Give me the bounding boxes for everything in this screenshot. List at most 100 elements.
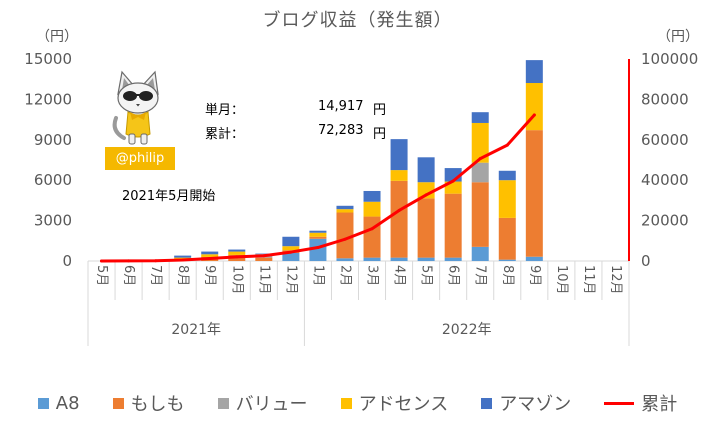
bar-segment bbox=[174, 257, 192, 259]
x-tick-label: 11月 bbox=[256, 265, 271, 295]
bar-segment bbox=[390, 257, 408, 261]
bar-segment bbox=[525, 130, 543, 257]
cumulative-point bbox=[127, 259, 131, 263]
legend-label: もしも bbox=[130, 394, 185, 415]
cat-body bbox=[125, 111, 151, 138]
bar-segment bbox=[498, 180, 516, 218]
x-tick-label: 7月 bbox=[473, 265, 488, 286]
author-badge: @philip bbox=[105, 147, 175, 170]
legend-label: アドセンス bbox=[358, 394, 449, 415]
x-group-label: 2021年 bbox=[171, 322, 221, 338]
x-tick-label: 12月 bbox=[283, 265, 298, 295]
y-axis-unit-label: （円） bbox=[36, 29, 78, 45]
cat-legs bbox=[128, 133, 148, 145]
bar-segment bbox=[525, 256, 543, 261]
bar-segment bbox=[498, 259, 516, 261]
total-unit: 円 bbox=[373, 127, 387, 142]
bar-segment bbox=[363, 216, 381, 258]
x-group-label: 2022年 bbox=[442, 322, 492, 338]
legend-item-value: バリュー bbox=[217, 390, 308, 416]
x-tick-label: 1月 bbox=[310, 265, 325, 286]
bar-segment bbox=[282, 246, 300, 251]
bar-segment bbox=[309, 236, 327, 239]
bar-segment bbox=[309, 232, 327, 237]
y-tick-label: 12000 bbox=[24, 90, 72, 108]
y2-tick-label: 100000 bbox=[641, 50, 698, 68]
chart-title: ブログ収益（発生額） bbox=[262, 10, 453, 31]
bar-segment bbox=[471, 182, 489, 247]
bar-segment bbox=[471, 112, 489, 123]
total-label: 累計： bbox=[205, 127, 245, 142]
start-note: 2021年5月開始 bbox=[122, 189, 216, 204]
y2-tick-label: 0 bbox=[641, 252, 651, 270]
legend-label: バリュー bbox=[235, 394, 308, 415]
cumulative-point bbox=[532, 113, 536, 117]
bar-segment bbox=[390, 139, 408, 171]
legend-item-adsense: アドセンス bbox=[340, 390, 449, 416]
x-tick-label: 4月 bbox=[392, 265, 407, 286]
y-axis-right: 0 20000 40000 60000 80000 100000 bbox=[628, 50, 698, 270]
y2-tick-label: 20000 bbox=[641, 212, 689, 230]
cat-sunglasses bbox=[123, 91, 153, 101]
bar-segment bbox=[336, 212, 354, 259]
y2-tick-label: 40000 bbox=[641, 171, 689, 189]
legend-swatch bbox=[481, 397, 493, 409]
bar-segment bbox=[363, 190, 381, 202]
cumulative-point bbox=[397, 208, 401, 212]
y-tick-label: 15000 bbox=[24, 50, 72, 68]
legend-label: A8 bbox=[55, 392, 80, 414]
legend: A8 もしも バリュー アドセンス アマゾン 累計 bbox=[0, 390, 715, 416]
cat-head bbox=[117, 82, 159, 114]
bar-segment bbox=[336, 205, 354, 210]
cat-torso bbox=[125, 111, 151, 138]
legend-item-moshimo: もしも bbox=[112, 390, 185, 416]
x-tick-label: 5月 bbox=[94, 265, 109, 286]
cat-lens-right bbox=[139, 91, 153, 101]
bar-segment bbox=[363, 257, 381, 261]
bar-segment bbox=[444, 193, 462, 258]
cumulative-point bbox=[424, 193, 428, 197]
legend-label: アマゾン bbox=[499, 394, 572, 415]
legend-swatch bbox=[340, 397, 352, 409]
bar-segment bbox=[498, 217, 516, 260]
bar-segment bbox=[363, 201, 381, 217]
monthly-label: 単月： bbox=[205, 103, 245, 118]
bar-segment bbox=[336, 209, 354, 213]
monthly-value: 14,917 bbox=[318, 99, 364, 114]
bar-segment bbox=[417, 157, 435, 183]
cumulative-point bbox=[208, 257, 212, 261]
legend-line-swatch bbox=[604, 401, 635, 405]
bar-segment bbox=[390, 180, 408, 258]
bar-segment bbox=[444, 257, 462, 261]
cumulative-point bbox=[100, 259, 104, 263]
cat-face bbox=[117, 82, 159, 114]
cumulative-point bbox=[343, 237, 347, 241]
cat-nose bbox=[136, 104, 140, 107]
bar-segment bbox=[471, 122, 489, 163]
y2-axis-unit-label: （円） bbox=[657, 29, 699, 45]
cumulative-point bbox=[235, 255, 239, 259]
cumulative-point bbox=[505, 143, 509, 147]
bar-segment bbox=[282, 236, 300, 247]
x-tick-label: 9月 bbox=[202, 265, 217, 286]
x-tick-label: 7月 bbox=[148, 265, 163, 286]
cat-leg-left bbox=[128, 133, 136, 145]
cumulative-point bbox=[262, 254, 266, 258]
cumulative-point bbox=[181, 258, 185, 262]
legend-item-cumulative: 累計 bbox=[604, 390, 677, 416]
cat-tail bbox=[112, 116, 126, 140]
x-tick-label: 8月 bbox=[500, 265, 515, 286]
x-tick-label: 10月 bbox=[554, 265, 569, 295]
cumulative-point bbox=[478, 157, 482, 161]
cumulative-point bbox=[451, 179, 455, 183]
cumulative-point bbox=[289, 250, 293, 254]
bar-segment bbox=[201, 251, 219, 255]
legend-label: 累計 bbox=[641, 394, 678, 415]
bar-segment bbox=[255, 257, 273, 261]
cat-mascot-icon bbox=[108, 68, 168, 148]
bar-segment bbox=[174, 255, 192, 258]
y-tick-label: 6000 bbox=[34, 171, 72, 189]
bar-segment bbox=[201, 254, 219, 257]
x-tick-label: 6月 bbox=[446, 265, 461, 286]
